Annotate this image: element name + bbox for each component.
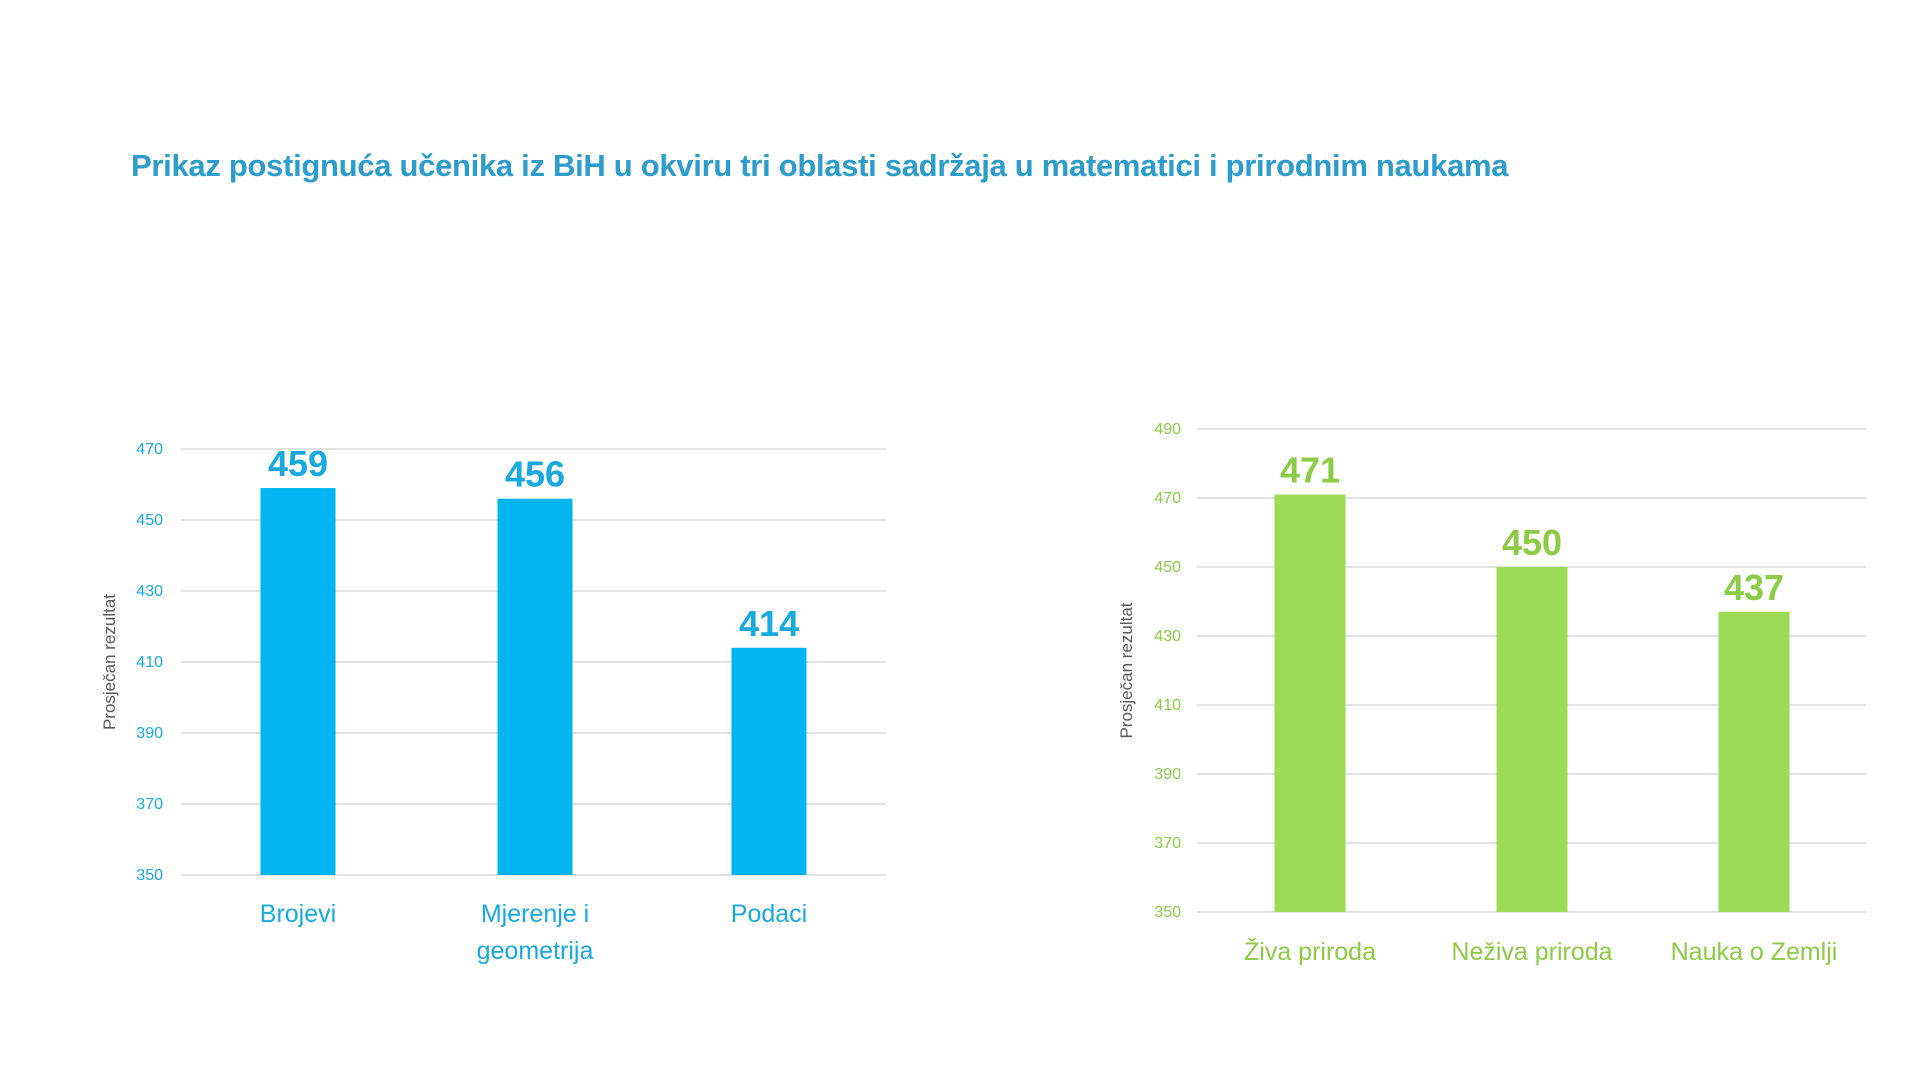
page-title: Prikaz postignuća učenika iz BiH u okvir… [131,148,1509,183]
science-tick-label: 450 [1154,559,1181,576]
math-bar [260,488,336,875]
math-tick-label: 350 [136,867,163,884]
math-tick-label: 470 [136,441,163,458]
math-category-label: geometrija [477,937,594,965]
science-tick-label: 370 [1154,835,1181,852]
science-category-label: Živa priroda [1244,937,1376,966]
math-tick-label: 370 [136,796,163,813]
math-data-label: 459 [268,443,328,484]
science-tick-label: 470 [1154,490,1181,507]
science-data-label: 437 [1724,567,1784,608]
math-tick-label: 390 [136,725,163,742]
science-tick-label: 390 [1154,766,1181,783]
science-data-label: 471 [1280,450,1340,491]
science-tick-label: 350 [1154,904,1181,921]
math-data-label: 414 [739,603,799,644]
math-bar [731,647,807,875]
math-data-label: 456 [505,454,565,495]
science-category-label: Neživa priroda [1451,938,1612,966]
math-tick-label: 450 [136,512,163,529]
science-category-label: Nauka o Zemlji [1671,938,1838,966]
science-bar [1496,567,1568,912]
math-bar [497,498,573,875]
math-category-label: Brojevi [260,900,336,928]
science-bar [1274,494,1346,912]
math-category-label: Podaci [731,900,807,928]
science-y-axis-title: Prosječan rezultat [1117,602,1136,738]
science-tick-label: 430 [1154,628,1181,645]
math-y-axis-title: Prosječan rezultat [100,594,119,730]
science-data-label: 450 [1502,522,1562,563]
math-category-label: Mjerenje i [481,900,589,928]
math-tick-label: 410 [136,654,163,671]
math-tick-label: 430 [136,583,163,600]
science-tick-label: 490 [1154,421,1181,438]
science-tick-label: 410 [1154,697,1181,714]
science-bar [1718,611,1790,912]
